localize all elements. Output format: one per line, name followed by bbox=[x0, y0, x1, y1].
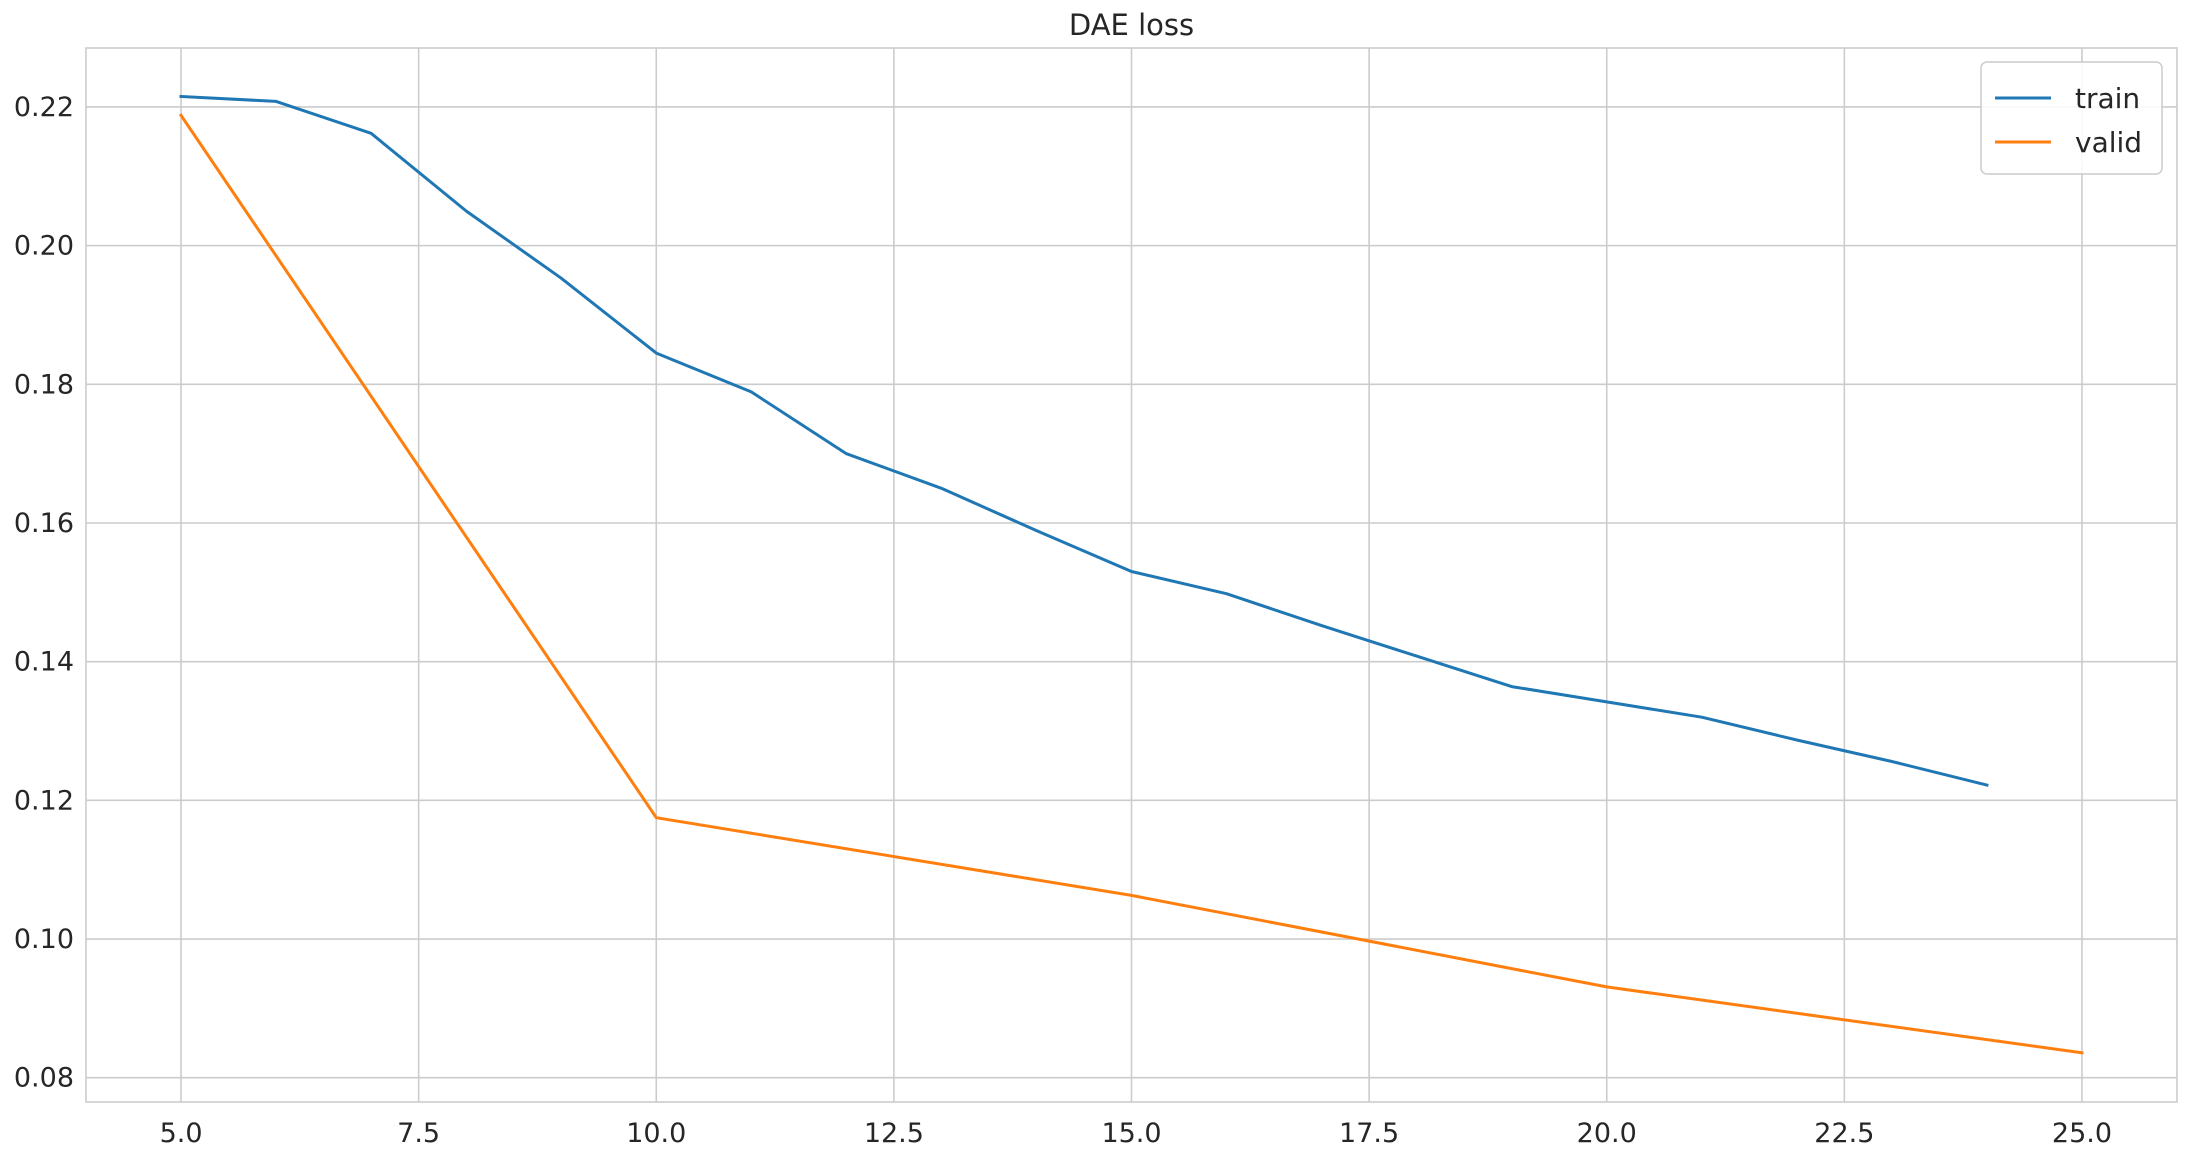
y-tick-label: 0.12 bbox=[14, 785, 74, 816]
chart-title: DAE loss bbox=[1069, 8, 1194, 42]
x-tick-label: 12.5 bbox=[864, 1118, 924, 1149]
y-tick-label: 0.16 bbox=[14, 508, 74, 539]
x-tick-label: 17.5 bbox=[1339, 1118, 1399, 1149]
x-tick-label: 5.0 bbox=[160, 1118, 203, 1149]
legend: train valid bbox=[1980, 61, 2163, 175]
y-tick-label: 0.08 bbox=[14, 1063, 74, 1094]
x-tick-label: 20.0 bbox=[1577, 1118, 1637, 1149]
y-tick-label: 0.20 bbox=[14, 231, 74, 262]
legend-label-valid: valid bbox=[2075, 126, 2142, 159]
x-tick-label: 25.0 bbox=[2052, 1118, 2112, 1149]
y-axis-ticks: 0.08 0.10 0.12 0.14 0.16 0.18 0.20 0.22 bbox=[14, 92, 74, 1094]
series-line-train bbox=[179, 94, 1989, 787]
y-tick-label: 0.22 bbox=[14, 92, 74, 123]
x-tick-label: 10.0 bbox=[626, 1118, 686, 1149]
x-axis-ticks: 5.0 7.5 10.0 12.5 15.0 17.5 20.0 22.5 25.0 bbox=[160, 1118, 2112, 1149]
grid bbox=[86, 48, 2177, 1102]
y-tick-label: 0.14 bbox=[14, 647, 74, 678]
plot-frame bbox=[85, 47, 2178, 1103]
series-line-valid bbox=[178, 113, 2084, 1055]
x-tick-label: 7.5 bbox=[397, 1118, 440, 1149]
legend-frame bbox=[1980, 61, 2163, 175]
x-tick-label: 22.5 bbox=[1814, 1118, 1874, 1149]
x-tick-label: 15.0 bbox=[1101, 1118, 1161, 1149]
legend-label-train: train bbox=[2075, 82, 2140, 115]
series-lines bbox=[178, 94, 2084, 1055]
y-tick-label: 0.18 bbox=[14, 369, 74, 400]
y-tick-label: 0.10 bbox=[14, 924, 74, 955]
